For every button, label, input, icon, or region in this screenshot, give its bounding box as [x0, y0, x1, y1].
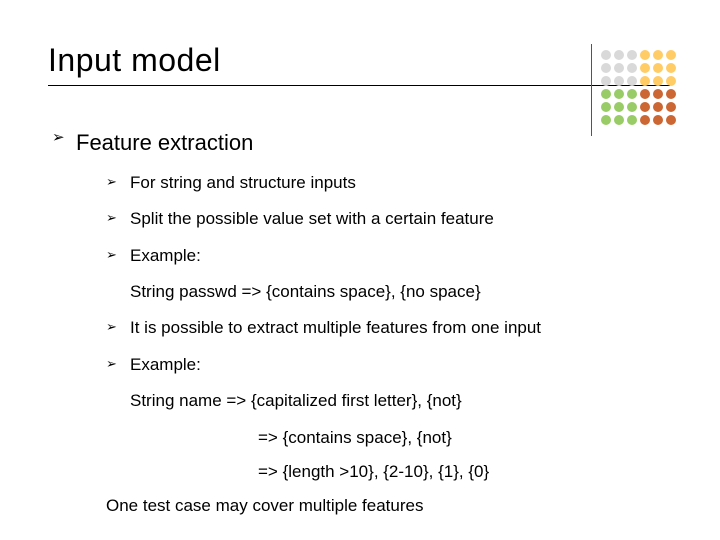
bullet-arrow-icon [52, 126, 76, 160]
bullet-text: Example: [130, 352, 201, 378]
decoration-dot [601, 50, 611, 60]
decoration-dot [640, 115, 650, 125]
decoration-dot [640, 89, 650, 99]
decoration-dot [627, 102, 637, 112]
decoration-dot [614, 102, 624, 112]
decoration-dot [627, 89, 637, 99]
title-underline [48, 85, 670, 86]
decoration-dot [627, 50, 637, 60]
bullet-arrow-icon [106, 170, 130, 196]
decoration-dot [601, 76, 611, 86]
decoration-dot [653, 115, 663, 125]
decoration-dot [666, 63, 676, 73]
decoration-dot [614, 50, 624, 60]
decoration-dot [601, 63, 611, 73]
decoration-dot [653, 50, 663, 60]
example-continuation: => {contains space}, {not} [258, 425, 670, 451]
bullet-text: Example: [130, 243, 201, 269]
decoration-dot [627, 115, 637, 125]
decoration-dot [666, 89, 676, 99]
decoration-dot [666, 76, 676, 86]
bullet-level2: Split the possible value set with a cert… [106, 206, 670, 232]
decoration-dot [614, 63, 624, 73]
slide-content: Feature extraction For string and struct… [48, 126, 670, 520]
decoration-dot [640, 63, 650, 73]
decoration-dot [614, 76, 624, 86]
bullet-level2: Example: [106, 243, 670, 269]
summary-line: One test case may cover multiple feature… [106, 493, 670, 519]
decoration-dot [614, 89, 624, 99]
decoration-dot [666, 50, 676, 60]
example-continuation: => {length >10}, {2-10}, {1}, {0} [258, 459, 670, 485]
bullet-arrow-icon [106, 352, 130, 378]
decoration-dot [601, 102, 611, 112]
decoration-dot [640, 102, 650, 112]
example-line: String name => {capitalized first letter… [130, 388, 670, 414]
decoration-dot [653, 63, 663, 73]
bullet-text: For string and structure inputs [130, 170, 356, 196]
bullet-level2: It is possible to extract multiple featu… [106, 315, 670, 341]
bullet-arrow-icon [106, 206, 130, 232]
decoration-dot [653, 102, 663, 112]
bullet-level2: Example: [106, 352, 670, 378]
bullet-text: It is possible to extract multiple featu… [130, 315, 541, 341]
bullet-arrow-icon [106, 243, 130, 269]
bullet-text: Split the possible value set with a cert… [130, 206, 494, 232]
decoration-separator [591, 44, 592, 136]
decoration-dot [653, 89, 663, 99]
heading-text: Feature extraction [76, 126, 253, 160]
decoration-dot [601, 89, 611, 99]
decoration-dot [640, 76, 650, 86]
decoration-dot [601, 115, 611, 125]
decoration-dot-grid [601, 50, 676, 125]
decoration-dot [640, 50, 650, 60]
decoration-dot [614, 115, 624, 125]
decoration-dot [653, 76, 663, 86]
decoration-dot [627, 76, 637, 86]
decoration-dot [627, 63, 637, 73]
decoration-dot [666, 115, 676, 125]
decoration-dot [666, 102, 676, 112]
slide-title: Input model [48, 42, 670, 79]
bullet-level1: Feature extraction [52, 126, 670, 160]
example-line: String passwd => {contains space}, {no s… [130, 279, 670, 305]
bullet-level2: For string and structure inputs [106, 170, 670, 196]
bullet-arrow-icon [106, 315, 130, 341]
